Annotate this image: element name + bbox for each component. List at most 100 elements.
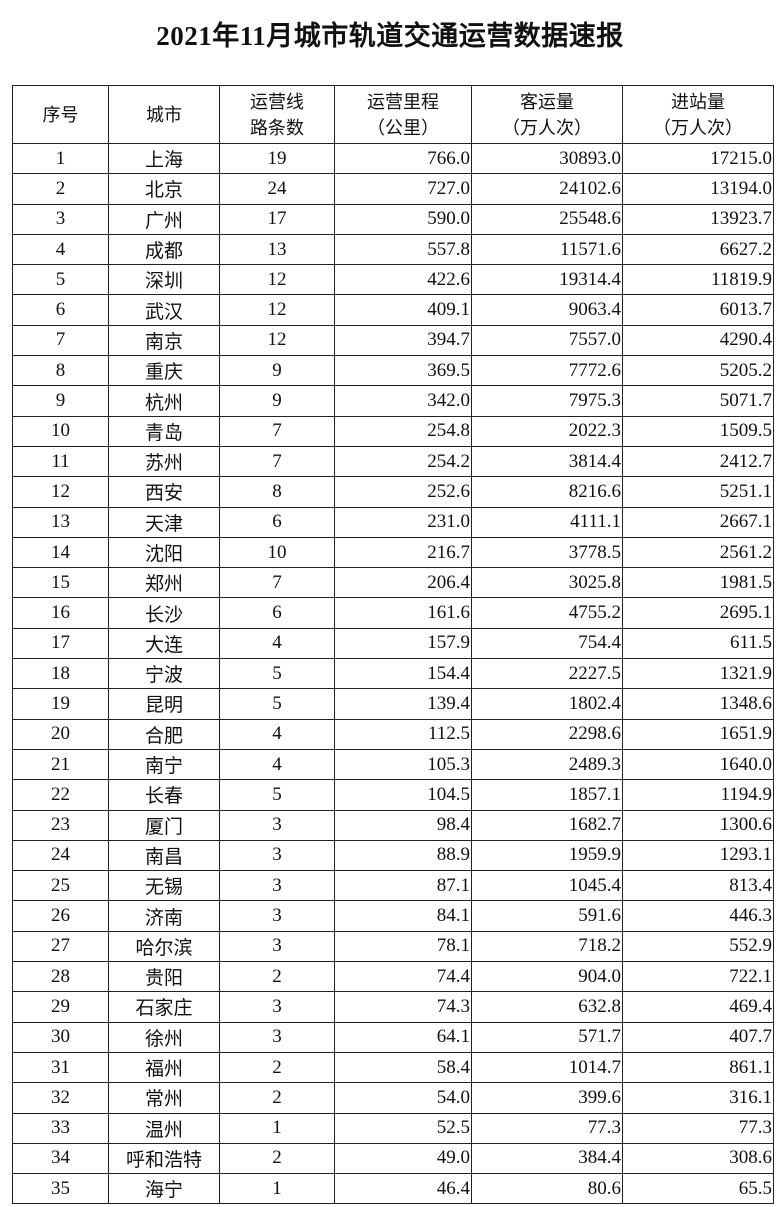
- cell-index: 28: [12, 961, 109, 993]
- cell-mileage: 766.0: [334, 142, 472, 175]
- cell-lines: 6: [219, 597, 335, 629]
- cell-ridership: 2298.6: [471, 718, 623, 750]
- cell-lines: 9: [219, 355, 335, 387]
- cell-mileage: 254.2: [334, 445, 472, 478]
- table-row: 2 北京 24 727.0 24102.6 13194.0: [12, 173, 774, 205]
- cell-mileage: 369.5: [334, 355, 472, 387]
- cell-ridership: 1014.7: [471, 1051, 623, 1084]
- cell-index: 33: [12, 1112, 109, 1144]
- cell-mileage: 105.3: [334, 748, 472, 781]
- cell-index: 26: [12, 900, 109, 932]
- cell-entries: 5071.7: [622, 385, 774, 417]
- cell-ridership: 30893.0: [471, 142, 623, 175]
- cell-mileage: 161.6: [334, 597, 472, 629]
- cell-entries: 77.3: [622, 1112, 774, 1144]
- cell-ridership: 7772.6: [471, 355, 623, 387]
- cell-lines: 17: [219, 203, 335, 235]
- cell-entries: 11819.9: [622, 264, 774, 296]
- cell-index: 3: [12, 203, 109, 235]
- cell-ridership: 3778.5: [471, 536, 623, 569]
- cell-mileage: 252.6: [334, 476, 472, 508]
- cell-mileage: 216.7: [334, 536, 472, 569]
- cell-mileage: 254.8: [334, 415, 472, 447]
- cell-mileage: 394.7: [334, 324, 472, 357]
- cell-index: 14: [12, 536, 109, 569]
- table-row: 27 哈尔滨 3 78.1 718.2 552.9: [12, 930, 774, 963]
- header-ridership: 客运量 （万人次）: [471, 85, 623, 144]
- cell-ridership: 718.2: [471, 930, 623, 963]
- table-row: 3 广州 17 590.0 25548.6 13923.7: [12, 203, 774, 235]
- cell-city: 苏州: [108, 445, 220, 478]
- cell-lines: 7: [219, 415, 335, 447]
- cell-ridership: 2022.3: [471, 415, 623, 447]
- cell-index: 4: [12, 233, 109, 266]
- table-row: 28 贵阳 2 74.4 904.0 722.1: [12, 961, 774, 993]
- cell-ridership: 2489.3: [471, 748, 623, 781]
- cell-index: 24: [12, 839, 109, 872]
- cell-city: 上海: [108, 142, 220, 175]
- cell-index: 29: [12, 991, 109, 1023]
- cell-city: 西安: [108, 476, 220, 508]
- cell-city: 合肥: [108, 718, 220, 750]
- cell-entries: 813.4: [622, 870, 774, 902]
- cell-lines: 5: [219, 658, 335, 690]
- cell-mileage: 422.6: [334, 264, 472, 296]
- cell-index: 21: [12, 748, 109, 781]
- cell-lines: 2: [219, 961, 335, 993]
- header-lines: 运营线 路条数: [219, 85, 335, 144]
- cell-mileage: 74.3: [334, 991, 472, 1023]
- cell-mileage: 139.4: [334, 688, 472, 720]
- cell-entries: 13194.0: [622, 173, 774, 205]
- table-row: 23 厦门 3 98.4 1682.7 1300.6: [12, 809, 774, 841]
- cell-mileage: 84.1: [334, 900, 472, 932]
- cell-entries: 1194.9: [622, 779, 774, 811]
- table-row: 15 郑州 7 206.4 3025.8 1981.5: [12, 567, 774, 599]
- cell-entries: 1321.9: [622, 658, 774, 690]
- cell-mileage: 87.1: [334, 870, 472, 902]
- cell-lines: 6: [219, 506, 335, 538]
- cell-index: 22: [12, 779, 109, 811]
- cell-lines: 4: [219, 748, 335, 781]
- cell-lines: 2: [219, 1142, 335, 1175]
- table-row: 21 南宁 4 105.3 2489.3 1640.0: [12, 748, 774, 781]
- table-row: 31 福州 2 58.4 1014.7 861.1: [12, 1051, 774, 1084]
- header-text: 进站量: [671, 91, 725, 112]
- table-row: 12 西安 8 252.6 8216.6 5251.1: [12, 476, 774, 508]
- cell-mileage: 112.5: [334, 718, 472, 750]
- cell-ridership: 7975.3: [471, 385, 623, 417]
- cell-index: 8: [12, 355, 109, 387]
- cell-index: 12: [12, 476, 109, 508]
- cell-lines: 13: [219, 233, 335, 266]
- cell-entries: 308.6: [622, 1142, 774, 1175]
- cell-city: 长春: [108, 779, 220, 811]
- cell-ridership: 4111.1: [471, 506, 623, 538]
- cell-lines: 12: [219, 324, 335, 357]
- cell-mileage: 231.0: [334, 506, 472, 538]
- cell-city: 南京: [108, 324, 220, 357]
- cell-entries: 2561.2: [622, 536, 774, 569]
- cell-ridership: 904.0: [471, 961, 623, 993]
- cell-lines: 7: [219, 445, 335, 478]
- cell-lines: 10: [219, 536, 335, 569]
- cell-ridership: 4755.2: [471, 597, 623, 629]
- table-row: 6 武汉 12 409.1 9063.4 6013.7: [12, 294, 774, 326]
- cell-entries: 1293.1: [622, 839, 774, 872]
- cell-mileage: 54.0: [334, 1082, 472, 1114]
- cell-index: 17: [12, 627, 109, 660]
- header-text: 城市: [146, 104, 182, 125]
- cell-ridership: 399.6: [471, 1082, 623, 1114]
- cell-city: 呼和浩特: [108, 1142, 220, 1175]
- table-row: 14 沈阳 10 216.7 3778.5 2561.2: [12, 536, 774, 569]
- cell-mileage: 590.0: [334, 203, 472, 235]
- table-row: 11 苏州 7 254.2 3814.4 2412.7: [12, 445, 774, 478]
- cell-ridership: 591.6: [471, 900, 623, 932]
- cell-mileage: 52.5: [334, 1112, 472, 1144]
- cell-index: 13: [12, 506, 109, 538]
- cell-lines: 2: [219, 1082, 335, 1114]
- table-row: 4 成都 13 557.8 11571.6 6627.2: [12, 233, 774, 266]
- cell-ridership: 8216.6: [471, 476, 623, 508]
- cell-entries: 2667.1: [622, 506, 774, 538]
- cell-city: 石家庄: [108, 991, 220, 1023]
- cell-index: 32: [12, 1082, 109, 1114]
- cell-mileage: 206.4: [334, 567, 472, 599]
